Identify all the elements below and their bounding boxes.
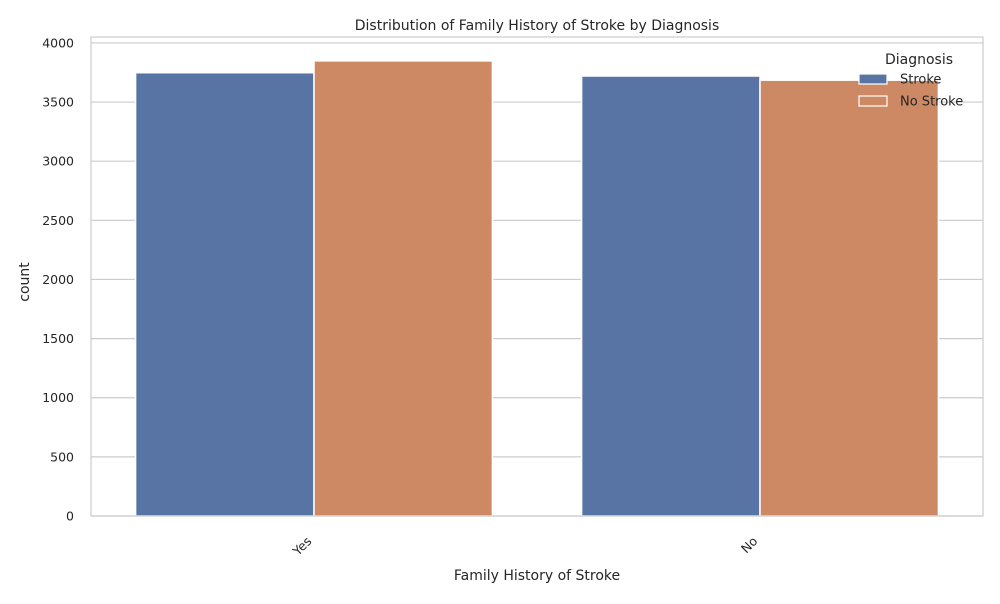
x-axis-label: Family History of Stroke	[454, 568, 620, 584]
legend-swatch	[858, 73, 888, 85]
y-tick-label: 4000	[42, 35, 74, 50]
bar-stroke-no	[580, 75, 761, 517]
x-tick-label: No	[738, 534, 761, 557]
legend-items: Stroke No Stroke	[858, 73, 963, 110]
legend-label: No Stroke	[900, 95, 963, 110]
y-axis-label: count	[17, 262, 33, 302]
plot-frame	[90, 36, 984, 517]
y-tick-label: 1500	[42, 331, 74, 346]
bar-no-stroke-no	[759, 79, 940, 517]
legend-label: Stroke	[900, 73, 941, 88]
y-tick-label: 3500	[42, 95, 74, 110]
x-axis-ticks: Yes No	[289, 534, 761, 560]
y-tick-label: 2000	[42, 272, 74, 287]
y-tick-label: 3000	[42, 154, 74, 169]
legend: Diagnosis Stroke No Stroke	[858, 52, 963, 110]
x-tick-label: Yes	[289, 534, 315, 560]
legend-swatch	[858, 95, 888, 107]
y-tick-label: 500	[50, 449, 74, 464]
legend-title: Diagnosis	[885, 52, 953, 68]
y-axis-ticks: 0 500 1000 1500 2000 2500 3000 3500 4000	[42, 35, 74, 523]
bar-no-stroke-yes	[313, 60, 494, 517]
y-tick-label: 1000	[42, 390, 74, 405]
y-tick-label: 2500	[42, 213, 74, 228]
bar-stroke-yes	[134, 71, 315, 517]
bars	[134, 60, 940, 517]
chart-title: Distribution of Family History of Stroke…	[355, 18, 720, 34]
y-tick-label: 0	[66, 509, 74, 524]
